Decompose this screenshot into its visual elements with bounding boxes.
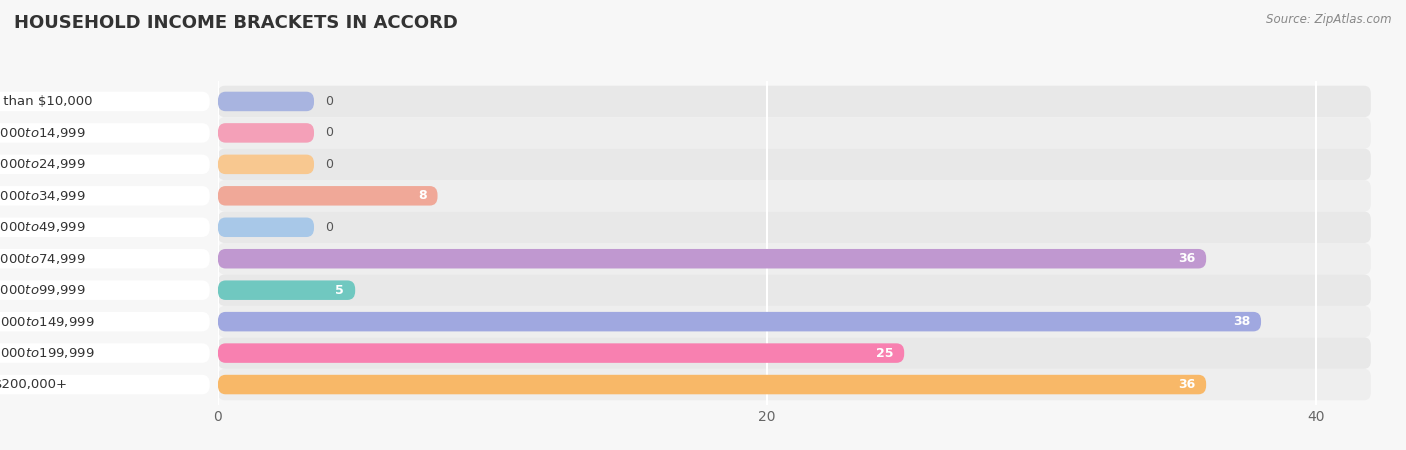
FancyBboxPatch shape [218,217,314,237]
Text: 38: 38 [1233,315,1250,328]
FancyBboxPatch shape [218,212,1371,243]
FancyBboxPatch shape [218,92,314,111]
FancyBboxPatch shape [218,243,1371,274]
Text: 5: 5 [336,284,344,297]
FancyBboxPatch shape [218,338,1371,369]
Text: $75,000 to $99,999: $75,000 to $99,999 [0,283,86,297]
FancyBboxPatch shape [0,280,209,300]
FancyBboxPatch shape [218,86,1371,117]
Text: Less than $10,000: Less than $10,000 [0,95,93,108]
FancyBboxPatch shape [218,180,1371,211]
Text: 0: 0 [325,126,333,140]
Text: 25: 25 [876,346,893,360]
FancyBboxPatch shape [218,148,1371,180]
Text: 36: 36 [1178,378,1195,391]
Text: Source: ZipAtlas.com: Source: ZipAtlas.com [1267,14,1392,27]
FancyBboxPatch shape [0,249,209,269]
FancyBboxPatch shape [218,155,314,174]
FancyBboxPatch shape [0,186,209,206]
FancyBboxPatch shape [0,312,209,331]
Text: 0: 0 [325,158,333,171]
FancyBboxPatch shape [218,186,437,206]
Text: 0: 0 [325,95,333,108]
Text: HOUSEHOLD INCOME BRACKETS IN ACCORD: HOUSEHOLD INCOME BRACKETS IN ACCORD [14,14,458,32]
FancyBboxPatch shape [218,369,1371,400]
FancyBboxPatch shape [0,375,209,394]
FancyBboxPatch shape [218,375,1206,394]
FancyBboxPatch shape [0,155,209,174]
Text: $50,000 to $74,999: $50,000 to $74,999 [0,252,86,266]
Text: $200,000+: $200,000+ [0,378,69,391]
Text: $150,000 to $199,999: $150,000 to $199,999 [0,346,94,360]
FancyBboxPatch shape [218,249,1206,269]
FancyBboxPatch shape [218,123,314,143]
FancyBboxPatch shape [218,117,1371,148]
FancyBboxPatch shape [218,312,1261,331]
FancyBboxPatch shape [218,274,1371,306]
Text: $25,000 to $34,999: $25,000 to $34,999 [0,189,86,203]
Text: 0: 0 [325,221,333,234]
Text: $35,000 to $49,999: $35,000 to $49,999 [0,220,86,234]
Text: $100,000 to $149,999: $100,000 to $149,999 [0,315,94,328]
FancyBboxPatch shape [218,306,1371,338]
FancyBboxPatch shape [0,217,209,237]
FancyBboxPatch shape [218,343,904,363]
Text: $15,000 to $24,999: $15,000 to $24,999 [0,158,86,171]
FancyBboxPatch shape [218,280,356,300]
FancyBboxPatch shape [0,343,209,363]
Text: 8: 8 [418,189,426,202]
Text: $10,000 to $14,999: $10,000 to $14,999 [0,126,86,140]
Text: 36: 36 [1178,252,1195,265]
FancyBboxPatch shape [0,123,209,143]
FancyBboxPatch shape [0,92,209,111]
